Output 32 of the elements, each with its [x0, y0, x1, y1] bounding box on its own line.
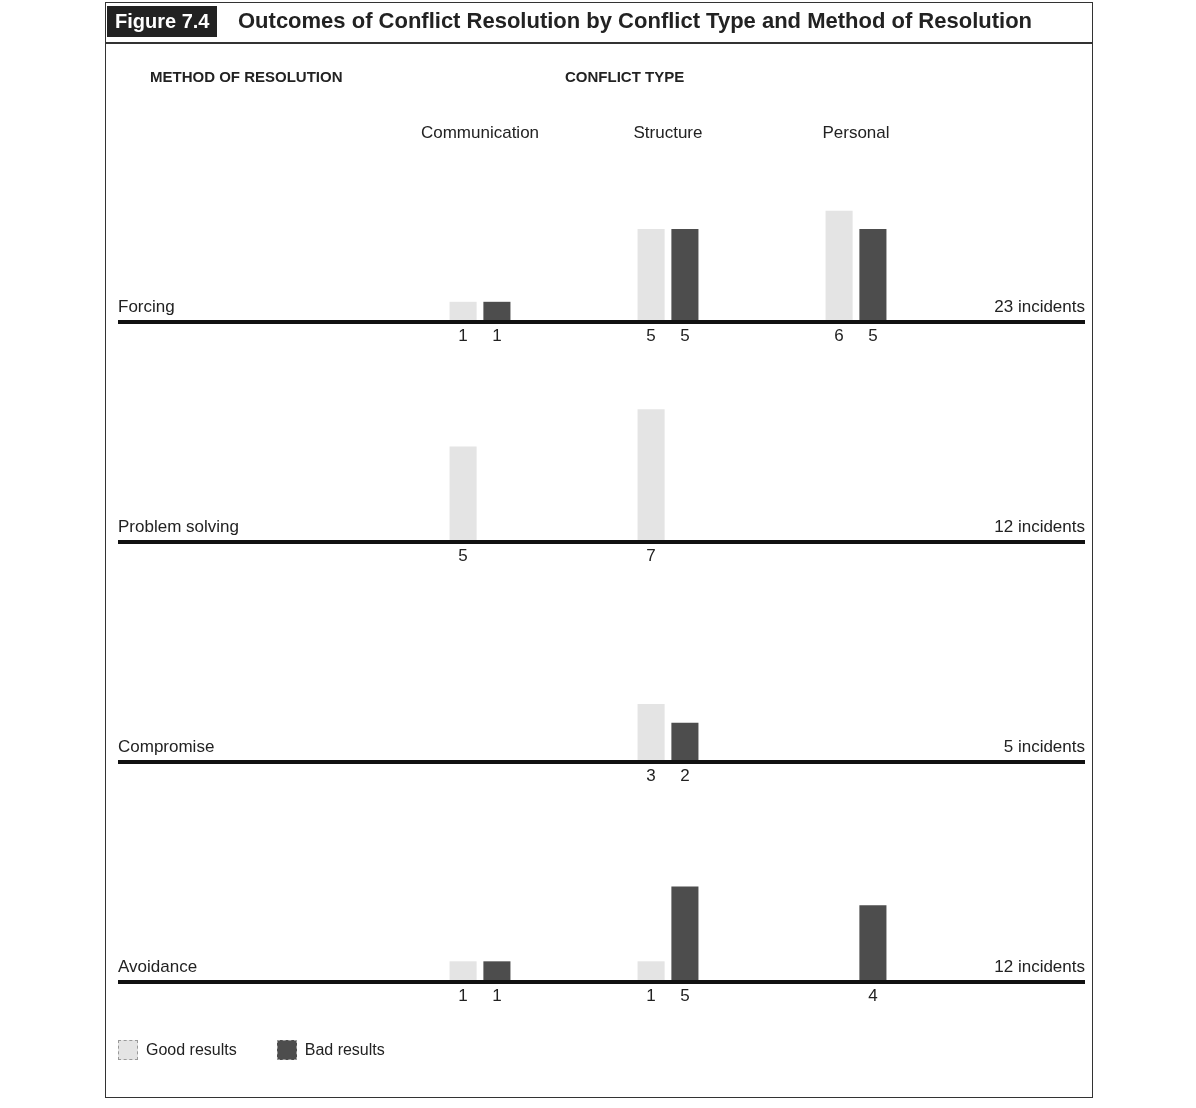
chart-title: Outcomes of Conflict Resolution by Conflict Type and Method of Resolution: [238, 8, 1033, 34]
data-label: 5: [868, 326, 878, 346]
data-label: 6: [834, 326, 844, 346]
data-label: 5: [646, 326, 656, 346]
x-tick-label: Communication: [420, 122, 540, 142]
x-tick-label: Personal: [822, 122, 890, 142]
data-label: 5: [680, 986, 690, 1006]
data-label: 4: [868, 986, 878, 1006]
data-label: 1: [646, 986, 656, 1006]
data-label: 2: [680, 766, 690, 786]
legend-label: Good results: [146, 1041, 237, 1059]
data-label: 3: [646, 766, 656, 786]
y-axis-title: Avoidance: [118, 957, 198, 976]
text: 12 incidents: [994, 517, 1085, 536]
data-label: 7: [646, 546, 656, 566]
y-axis-title: Problem solving: [118, 517, 239, 536]
data-label: 1: [492, 326, 502, 346]
text: 23 incidents: [994, 297, 1085, 316]
data-label: 1: [458, 986, 468, 1006]
data-label: 5: [458, 546, 468, 566]
x-tick-label: Structure: [633, 122, 703, 142]
text: 12 incidents: [994, 957, 1085, 976]
data-label: 1: [492, 986, 502, 1006]
data-label: 5: [680, 326, 690, 346]
caption: Figure 7.4: [107, 6, 218, 37]
data-label: 1: [458, 326, 468, 346]
text: METHOD OF RESOLUTION: [150, 68, 343, 85]
text: 5 incidents: [1003, 737, 1085, 756]
y-axis-title: Compromise: [118, 737, 215, 756]
legend-label: Bad results: [304, 1041, 385, 1059]
y-axis-title: Forcing: [118, 297, 175, 316]
x-axis-title: CONFLICT TYPE: [565, 68, 685, 85]
